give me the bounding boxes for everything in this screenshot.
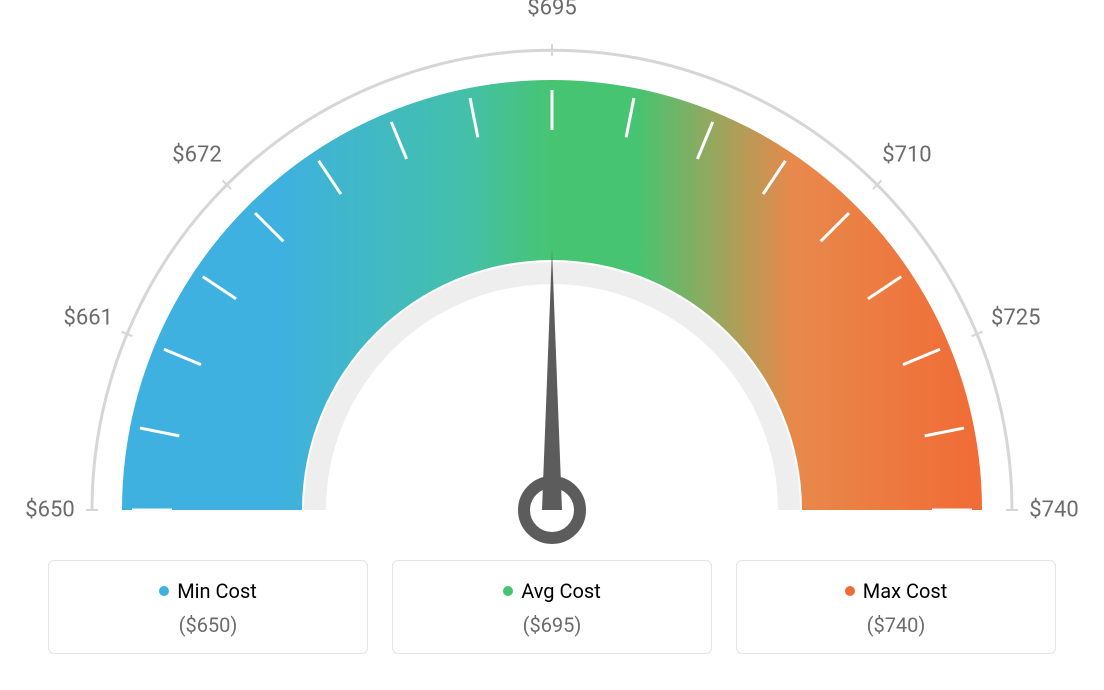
gauge-svg xyxy=(0,0,1104,560)
legend-value-avg: ($695) xyxy=(403,613,701,637)
legend-title-avg: Avg Cost xyxy=(503,579,601,603)
legend-dot-max xyxy=(845,586,855,596)
legend-card-max: Max Cost ($740) xyxy=(736,560,1056,654)
gauge-tick-label: $695 xyxy=(527,0,576,21)
legend-title-max: Max Cost xyxy=(845,579,948,603)
gauge-tick-label: $710 xyxy=(882,143,931,168)
legend-card-avg: Avg Cost ($695) xyxy=(392,560,712,654)
legend-dot-avg xyxy=(503,586,513,596)
gauge-tick-label: $650 xyxy=(25,498,74,523)
legend-label-max: Max Cost xyxy=(863,579,948,603)
legend-dot-min xyxy=(159,586,169,596)
legend-title-min: Min Cost xyxy=(159,579,257,603)
legend-card-min: Min Cost ($650) xyxy=(48,560,368,654)
legend-row: Min Cost ($650) Avg Cost ($695) Max Cost… xyxy=(0,560,1104,654)
legend-label-avg: Avg Cost xyxy=(521,579,601,603)
gauge-tick-label: $661 xyxy=(63,305,112,330)
legend-label-min: Min Cost xyxy=(177,579,257,603)
gauge-tick-label: $725 xyxy=(991,305,1040,330)
gauge-tick-label: $740 xyxy=(1029,498,1078,523)
gauge-tick-label: $672 xyxy=(172,143,221,168)
gauge-chart: $650 $661 $672 $695 $710 $725 $740 xyxy=(0,0,1104,560)
legend-value-max: ($740) xyxy=(747,613,1045,637)
legend-value-min: ($650) xyxy=(59,613,357,637)
